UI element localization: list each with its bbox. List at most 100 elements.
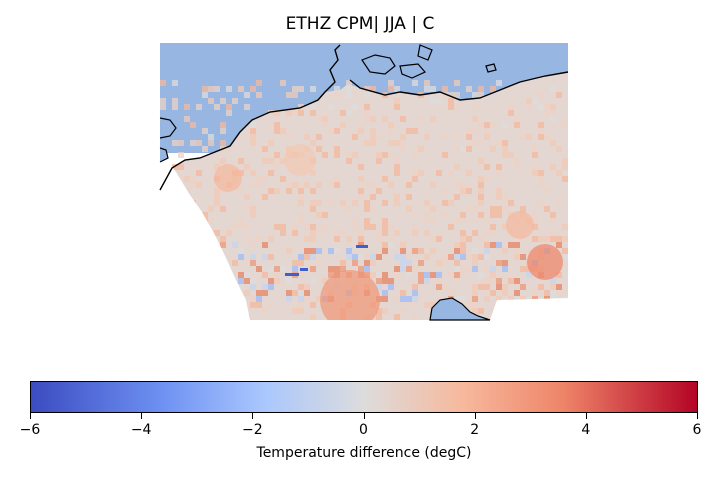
field-cell — [304, 248, 310, 254]
field-cell — [328, 248, 334, 254]
field-cell — [502, 290, 508, 296]
field-cell — [202, 242, 208, 248]
field-cell — [478, 92, 484, 98]
field-cell — [532, 236, 538, 242]
field-cell — [460, 212, 466, 218]
field-cell — [172, 164, 178, 170]
field-cell — [472, 308, 478, 314]
field-cell — [472, 128, 478, 134]
field-cell — [214, 230, 220, 236]
field-cell — [346, 110, 352, 116]
field-cell — [520, 206, 526, 212]
field-cell — [250, 86, 256, 92]
field-cell — [196, 296, 202, 302]
field-cell — [364, 86, 370, 92]
field-cell — [304, 290, 310, 296]
field-cell — [406, 266, 412, 272]
field-cell — [454, 296, 460, 302]
field-cell — [496, 314, 502, 320]
field-cell — [196, 272, 202, 278]
field-cell — [178, 140, 184, 146]
field-cell — [322, 152, 328, 158]
field-cell — [550, 110, 556, 116]
field-cell — [556, 242, 562, 248]
field-cell — [286, 290, 292, 296]
field-cell — [322, 224, 328, 230]
field-cell — [190, 182, 196, 188]
field-cell — [502, 152, 508, 158]
field-cell — [442, 254, 448, 260]
field-cell — [370, 224, 376, 230]
field-cell — [166, 188, 172, 194]
field-cell — [532, 170, 538, 176]
field-cell — [424, 80, 430, 86]
field-cell — [454, 242, 460, 248]
field-cell — [466, 206, 472, 212]
field-cell — [364, 200, 370, 206]
field-cell — [376, 254, 382, 260]
field-cell — [214, 200, 220, 206]
coastline-britain-south — [159, 147, 169, 163]
field-cell — [490, 122, 496, 128]
field-cell — [496, 296, 502, 302]
field-cell — [514, 116, 520, 122]
field-cell — [544, 110, 550, 116]
field-cell — [352, 134, 358, 140]
field-cell — [226, 86, 232, 92]
field-cell — [556, 200, 562, 206]
field-cell — [280, 158, 286, 164]
field-cell — [262, 308, 268, 314]
field-cell — [304, 182, 310, 188]
cold-anomaly — [356, 245, 368, 248]
field-cell — [550, 140, 556, 146]
field-cell — [454, 272, 460, 278]
field-cell — [256, 266, 262, 272]
field-cell — [502, 122, 508, 128]
field-cell — [442, 284, 448, 290]
field-cell — [172, 200, 178, 206]
field-cell — [550, 86, 556, 92]
field-cell — [460, 296, 466, 302]
field-cell — [496, 80, 502, 86]
field-cell — [508, 200, 514, 206]
field-cell — [466, 188, 472, 194]
field-cell — [454, 194, 460, 200]
field-cell — [472, 254, 478, 260]
field-cell — [472, 116, 478, 122]
field-cell — [454, 248, 460, 254]
field-cell — [364, 224, 370, 230]
field-cell — [220, 242, 226, 248]
field-cell — [466, 266, 472, 272]
field-cell — [190, 140, 196, 146]
field-cell — [358, 176, 364, 182]
field-cell — [406, 194, 412, 200]
field-cell — [268, 188, 274, 194]
field-cell — [220, 158, 226, 164]
field-cell — [484, 164, 490, 170]
field-cell — [460, 236, 466, 242]
field-cell — [310, 230, 316, 236]
field-cell — [538, 104, 544, 110]
field-cell — [286, 248, 292, 254]
field-cell — [388, 80, 394, 86]
field-cell — [472, 92, 478, 98]
field-cell — [502, 146, 508, 152]
field-cell — [238, 86, 244, 92]
field-cell — [214, 254, 220, 260]
field-cell — [376, 314, 382, 320]
field-cell — [298, 194, 304, 200]
field-cell — [298, 182, 304, 188]
field-cell — [232, 242, 238, 248]
field-cell — [442, 188, 448, 194]
field-cell — [430, 116, 436, 122]
field-cell — [508, 104, 514, 110]
field-cell — [238, 272, 244, 278]
field-cell — [292, 230, 298, 236]
field-cell — [526, 302, 532, 308]
field-cell — [334, 230, 340, 236]
field-cell — [220, 122, 226, 128]
field-cell — [412, 248, 418, 254]
field-cell — [562, 176, 568, 182]
field-cell — [388, 284, 394, 290]
field-cell — [412, 266, 418, 272]
